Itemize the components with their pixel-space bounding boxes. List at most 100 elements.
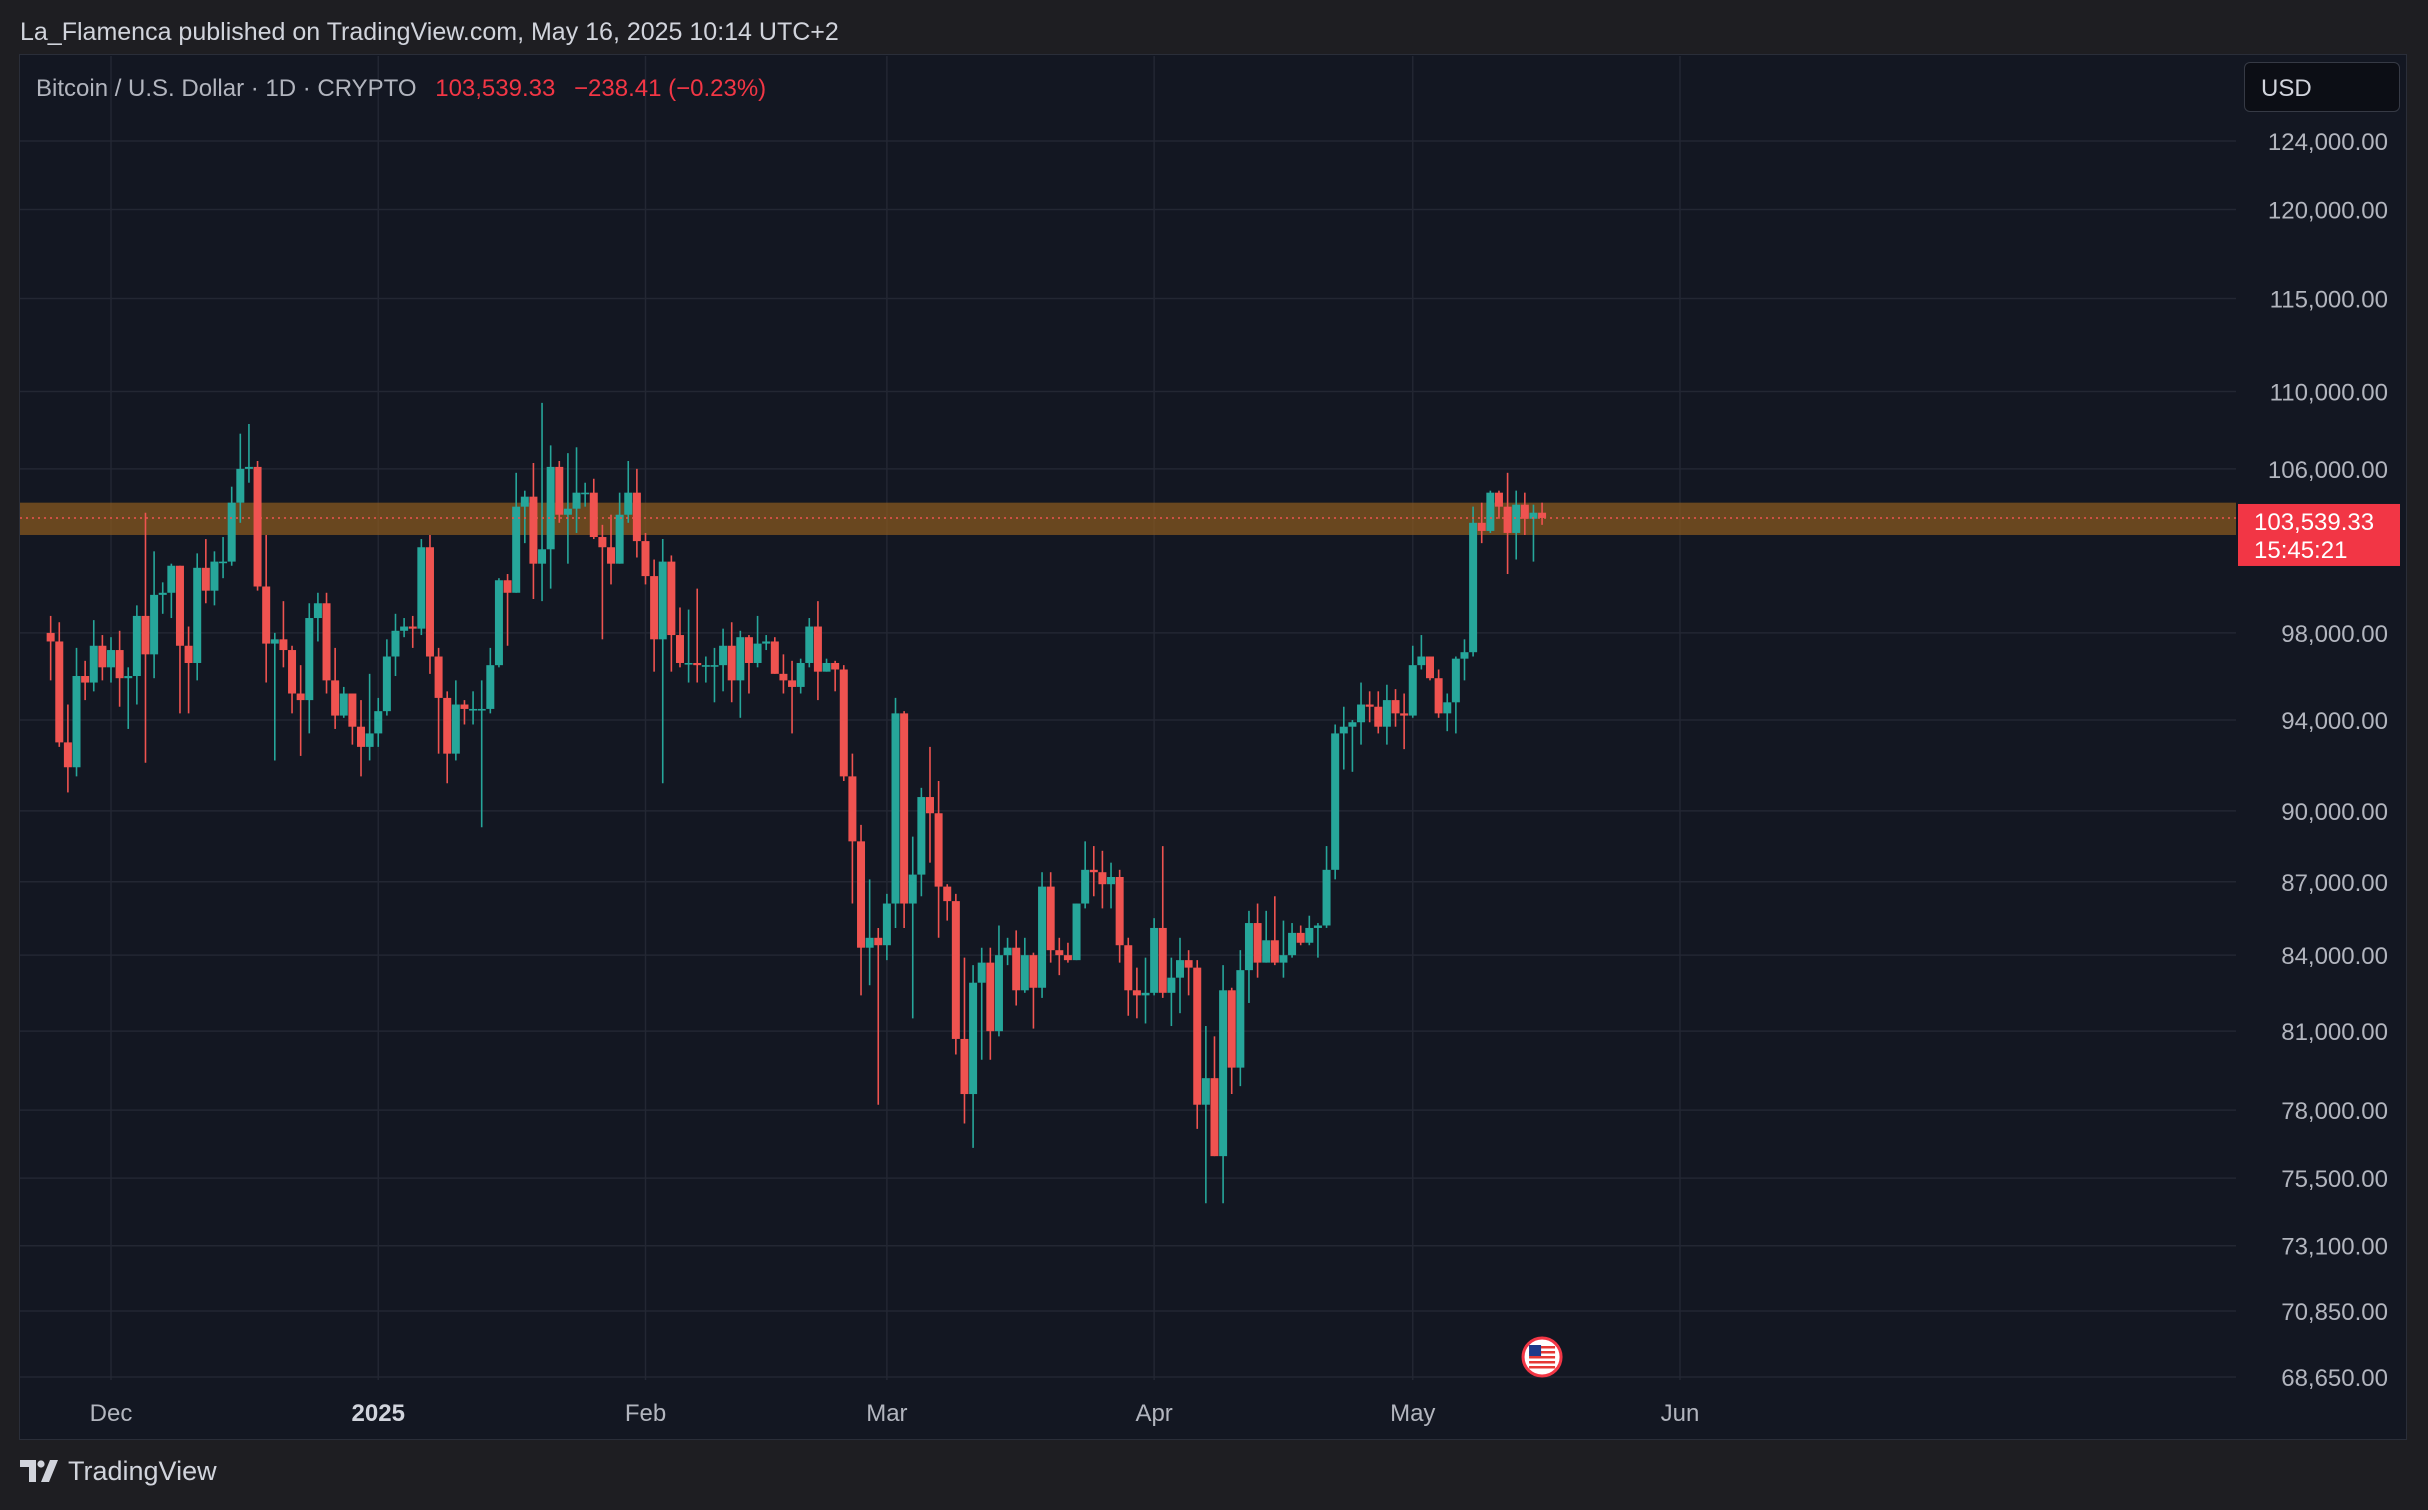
- candle-body: [81, 676, 90, 683]
- candle-body: [1046, 886, 1055, 951]
- candle-body: [1417, 656, 1426, 666]
- legend-last-price: 103,539.33: [435, 75, 556, 102]
- candle-body: [1305, 927, 1314, 943]
- candle-body: [270, 639, 279, 644]
- candle-body: [408, 626, 417, 629]
- time-tick-label: May: [1390, 1400, 1435, 1427]
- time-tick-label: 2025: [352, 1400, 405, 1427]
- candle-body: [882, 903, 891, 946]
- candle-body: [1408, 665, 1417, 716]
- candle-body: [546, 466, 555, 550]
- candle-body: [753, 643, 762, 663]
- chart-pane[interactable]: [19, 54, 2407, 1440]
- candle-body: [1253, 923, 1262, 963]
- price-tick-label: 70,850.00: [2281, 1299, 2388, 1326]
- candle-body: [1098, 872, 1107, 885]
- candle-body: [969, 982, 978, 1095]
- candle-body: [1469, 522, 1478, 653]
- candle-body: [1313, 925, 1322, 928]
- candle-body: [460, 704, 469, 709]
- candle-body: [1391, 700, 1400, 714]
- candle-body: [960, 1038, 969, 1095]
- time-tick-label: Mar: [866, 1400, 907, 1427]
- candle-body: [848, 776, 857, 842]
- candle-body: [357, 726, 366, 747]
- candle-body: [227, 502, 236, 562]
- price-tick-label: 98,000.00: [2281, 621, 2388, 648]
- candle-body: [1451, 658, 1460, 703]
- candle-body: [1503, 506, 1512, 533]
- last-price-badge: [2238, 503, 2400, 566]
- candle-body: [977, 962, 986, 983]
- candle-body: [201, 567, 210, 591]
- us-flag-icon[interactable]: [1521, 1336, 1563, 1378]
- candle-body: [434, 656, 443, 698]
- candle-body: [1512, 504, 1521, 533]
- currency-button[interactable]: USD: [2244, 62, 2400, 112]
- price-tick-label: 81,000.00: [2281, 1019, 2388, 1046]
- candle-body: [184, 645, 193, 663]
- candle-body: [115, 650, 124, 679]
- candle-body: [391, 630, 400, 657]
- candle-body: [589, 492, 598, 538]
- candle-body: [874, 937, 883, 946]
- candle-body: [1400, 713, 1409, 716]
- candle-body: [1219, 990, 1228, 1157]
- candle-body: [1227, 990, 1236, 1068]
- candle-body: [986, 962, 995, 1032]
- candle-body: [822, 662, 831, 672]
- candle-body: [1184, 960, 1193, 968]
- candle-body: [1132, 990, 1141, 996]
- candle-body: [1279, 955, 1288, 963]
- legend-change: −238.41 (−0.23%): [574, 75, 767, 102]
- price-tick-label: 115,000.00: [2270, 287, 2388, 314]
- candle-body: [865, 937, 874, 948]
- price-tick-label: 120,000.00: [2268, 198, 2388, 225]
- candle-body: [443, 697, 452, 754]
- flag-stripe: [1529, 1366, 1556, 1369]
- candle-body: [624, 492, 633, 515]
- candle-body: [55, 641, 64, 743]
- grid-lines: [20, 56, 2236, 1380]
- price-tick-label: 68,650.00: [2281, 1365, 2388, 1392]
- candle-body: [400, 626, 409, 631]
- candle-body: [1158, 927, 1167, 993]
- candle-body: [684, 662, 693, 665]
- candle-body: [1175, 960, 1184, 978]
- time-tick-label: Jun: [1661, 1400, 1700, 1427]
- candle-body: [1038, 886, 1047, 988]
- price-tick-label: 75,500.00: [2281, 1166, 2388, 1193]
- candle-body: [615, 514, 624, 564]
- candle-body: [1115, 876, 1124, 946]
- candle-body: [1288, 932, 1297, 956]
- candle-body: [857, 841, 866, 948]
- candle-body: [305, 618, 314, 701]
- candle-body: [1443, 702, 1452, 714]
- candle-body: [891, 713, 900, 904]
- price-tick-label: 87,000.00: [2281, 870, 2388, 897]
- candle-body: [1089, 869, 1098, 873]
- candle-body: [762, 641, 771, 644]
- candle-body: [805, 626, 814, 663]
- candle-body: [1063, 955, 1072, 961]
- candle-body: [1426, 656, 1434, 679]
- candle-body: [193, 567, 202, 663]
- candle-body: [598, 537, 607, 548]
- candle-body: [72, 676, 81, 768]
- candle-body: [382, 656, 391, 712]
- time-axis: Dec 2025 Feb Mar Apr May Jun: [90, 1400, 1700, 1427]
- footer-brand[interactable]: TradingView: [20, 1456, 217, 1487]
- time-tick-label: Apr: [1135, 1400, 1172, 1427]
- price-tick-label: 110,000.00: [2270, 379, 2388, 406]
- price-tick-label: 90,000.00: [2281, 799, 2388, 826]
- candle-body: [572, 492, 581, 509]
- candle-body: [141, 615, 150, 655]
- resistance-zone-band: [20, 502, 2236, 535]
- candle-body: [1072, 903, 1081, 961]
- flag-stripe: [1529, 1346, 1556, 1349]
- candle-body: [1012, 947, 1021, 991]
- candle-body: [563, 508, 572, 515]
- candle-body: [1003, 947, 1012, 956]
